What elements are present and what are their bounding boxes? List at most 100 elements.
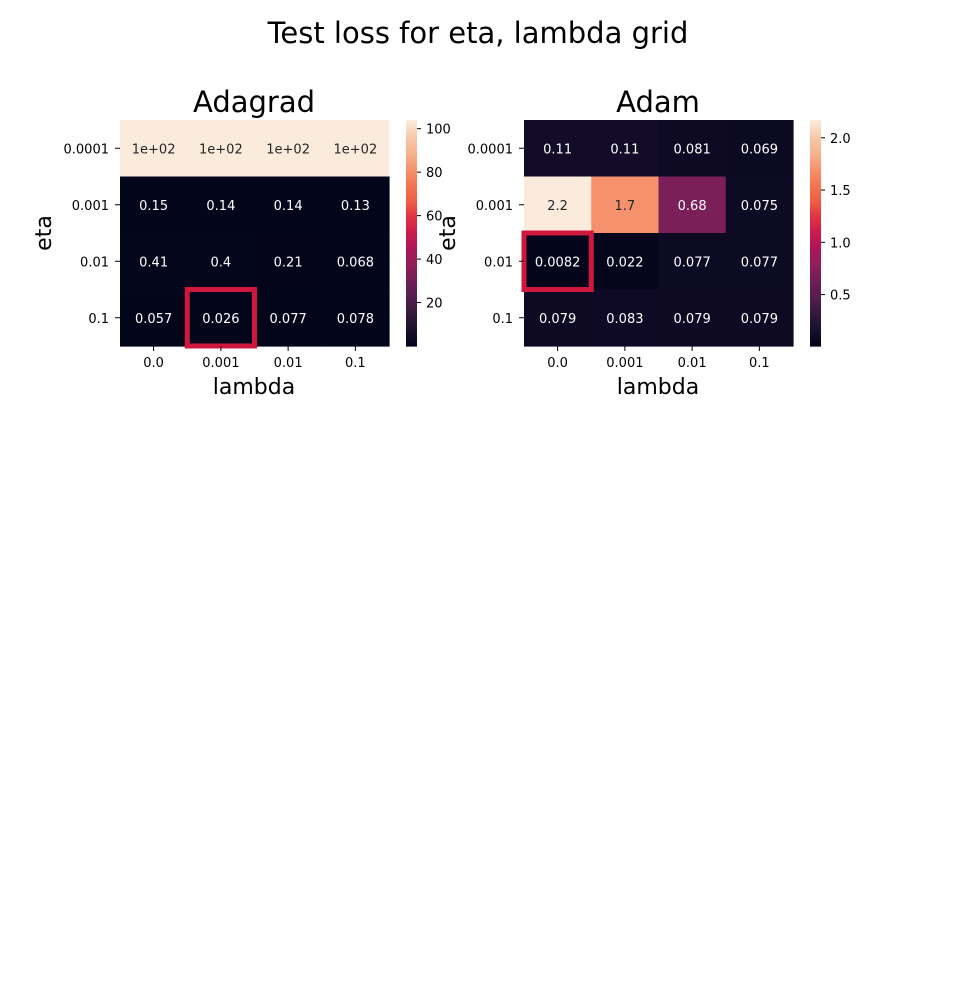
- colorbar-segment: [810, 259, 821, 262]
- colorbar-segment: [406, 317, 417, 321]
- colorbar-segment: [406, 217, 417, 221]
- colorbar-segment: [406, 167, 417, 170]
- cell-annotation: 0.077: [270, 312, 307, 327]
- colorbar-segment: [810, 206, 821, 210]
- colorbar-segment: [810, 131, 821, 134]
- colorbar-segment: [810, 125, 821, 129]
- colorbar-segment: [406, 285, 417, 289]
- colorbar-segment: [406, 313, 417, 317]
- colorbar-segment: [406, 291, 417, 294]
- colorbar-tick-label: 1.5: [830, 184, 851, 199]
- colorbar-segment: [406, 155, 417, 159]
- colorbar-segment: [406, 170, 417, 174]
- colorbar-segment: [810, 219, 821, 223]
- colorbar-segment: [406, 231, 417, 234]
- colorbar-segment: [810, 291, 821, 294]
- colorbar-segment: [810, 338, 821, 341]
- colorbar-segment: [810, 148, 821, 151]
- colorbar-segment: [810, 319, 821, 323]
- colorbar-segment: [406, 129, 417, 132]
- heatmap-cell: [321, 233, 390, 291]
- colorbar-segment: [406, 293, 417, 296]
- colorbar-segment: [406, 202, 417, 206]
- colorbar-segment: [810, 233, 821, 236]
- colorbar-segment: [810, 229, 821, 232]
- y-tick-label: 0.01: [484, 255, 513, 270]
- colorbar-segment: [406, 312, 417, 315]
- colorbar-segment: [810, 180, 821, 183]
- colorbar-segment: [406, 265, 417, 268]
- colorbar-segment: [810, 210, 821, 213]
- colorbar-segment: [406, 165, 417, 168]
- colorbar-segment: [406, 210, 417, 213]
- heatmap-cell: [254, 233, 323, 291]
- colorbar-segment: [810, 251, 821, 255]
- heatmap-cell: [120, 289, 188, 347]
- colorbar-segment: [810, 325, 821, 328]
- colorbar-segment: [406, 321, 417, 324]
- colorbar-segment: [810, 221, 821, 225]
- colorbar-segment: [406, 187, 417, 191]
- heatmap-cell: [725, 233, 794, 291]
- colorbar-segment: [810, 129, 821, 132]
- colorbar-segment: [406, 223, 417, 227]
- colorbar-segment: [810, 167, 821, 170]
- colorbar-segment: [406, 227, 417, 230]
- colorbar-segment: [406, 263, 417, 266]
- colorbar-segment: [406, 295, 417, 298]
- colorbar-segment: [406, 248, 417, 251]
- colorbar-segment: [810, 293, 821, 296]
- colorbar-segment: [406, 334, 417, 338]
- colorbar-segment: [810, 244, 821, 247]
- cell-annotation: 0.057: [135, 312, 172, 327]
- panel-title: Adagrad: [193, 85, 315, 119]
- colorbar-segment: [810, 330, 821, 334]
- colorbar-segment: [406, 138, 417, 142]
- colorbar-segment: [406, 261, 417, 264]
- colorbar-segment: [406, 185, 417, 189]
- colorbar-segment: [810, 238, 821, 242]
- colorbar-segment: [406, 287, 417, 291]
- colorbar-segment: [810, 304, 821, 308]
- colorbar-segment: [406, 297, 417, 300]
- colorbar-segment: [810, 202, 821, 206]
- cell-annotation: 0.21: [274, 255, 303, 270]
- colorbar-segment: [406, 270, 417, 274]
- colorbar-segment: [406, 135, 417, 138]
- colorbar-segment: [810, 150, 821, 153]
- colorbar-segment: [406, 225, 417, 228]
- colorbar-segment: [406, 238, 417, 242]
- y-tick-label: 0.1: [492, 312, 513, 327]
- colorbar-segment: [810, 138, 821, 142]
- colorbar-tick-label: 60: [426, 210, 443, 225]
- colorbar-segment: [810, 161, 821, 164]
- heatmap-cell: [524, 176, 592, 234]
- colorbar-segment: [810, 208, 821, 211]
- colorbar-segment: [406, 159, 417, 163]
- colorbar-segment: [810, 323, 821, 326]
- colorbar-segment: [406, 276, 417, 279]
- colorbar-segment: [810, 174, 821, 178]
- colorbar-segment: [810, 270, 821, 274]
- colorbar-segment: [406, 234, 417, 238]
- colorbar-segment: [810, 214, 821, 217]
- x-tick-label: 0.0: [143, 356, 164, 371]
- cell-annotation: 0.14: [206, 199, 235, 214]
- heatmap-cell: [658, 289, 727, 347]
- cell-annotation: 0.0082: [535, 255, 581, 270]
- cell-annotation: 0.079: [741, 312, 778, 327]
- colorbar-segment: [810, 191, 821, 195]
- colorbar-segment: [406, 133, 417, 136]
- colorbar-segment: [406, 325, 417, 328]
- colorbar-segment: [406, 121, 417, 125]
- colorbar-segment: [810, 133, 821, 136]
- heatmap-cell: [524, 120, 592, 178]
- colorbar-segment: [810, 120, 821, 123]
- colorbar-segment: [406, 195, 417, 198]
- colorbar-segment: [406, 229, 417, 232]
- colorbar-segment: [406, 344, 417, 347]
- colorbar-segment: [810, 227, 821, 230]
- colorbar-segment: [810, 142, 821, 146]
- heatmap-cell: [254, 289, 323, 347]
- colorbar-segment: [406, 304, 417, 308]
